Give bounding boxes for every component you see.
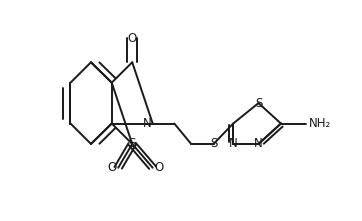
Text: O: O — [108, 161, 117, 174]
Text: N: N — [229, 137, 237, 151]
Text: S: S — [255, 97, 262, 110]
Text: O: O — [154, 161, 163, 174]
Text: NH₂: NH₂ — [308, 117, 331, 130]
Text: S: S — [210, 137, 217, 151]
Text: N: N — [254, 137, 263, 151]
Text: O: O — [127, 32, 137, 45]
Text: S: S — [129, 137, 136, 151]
Text: N: N — [143, 117, 151, 130]
